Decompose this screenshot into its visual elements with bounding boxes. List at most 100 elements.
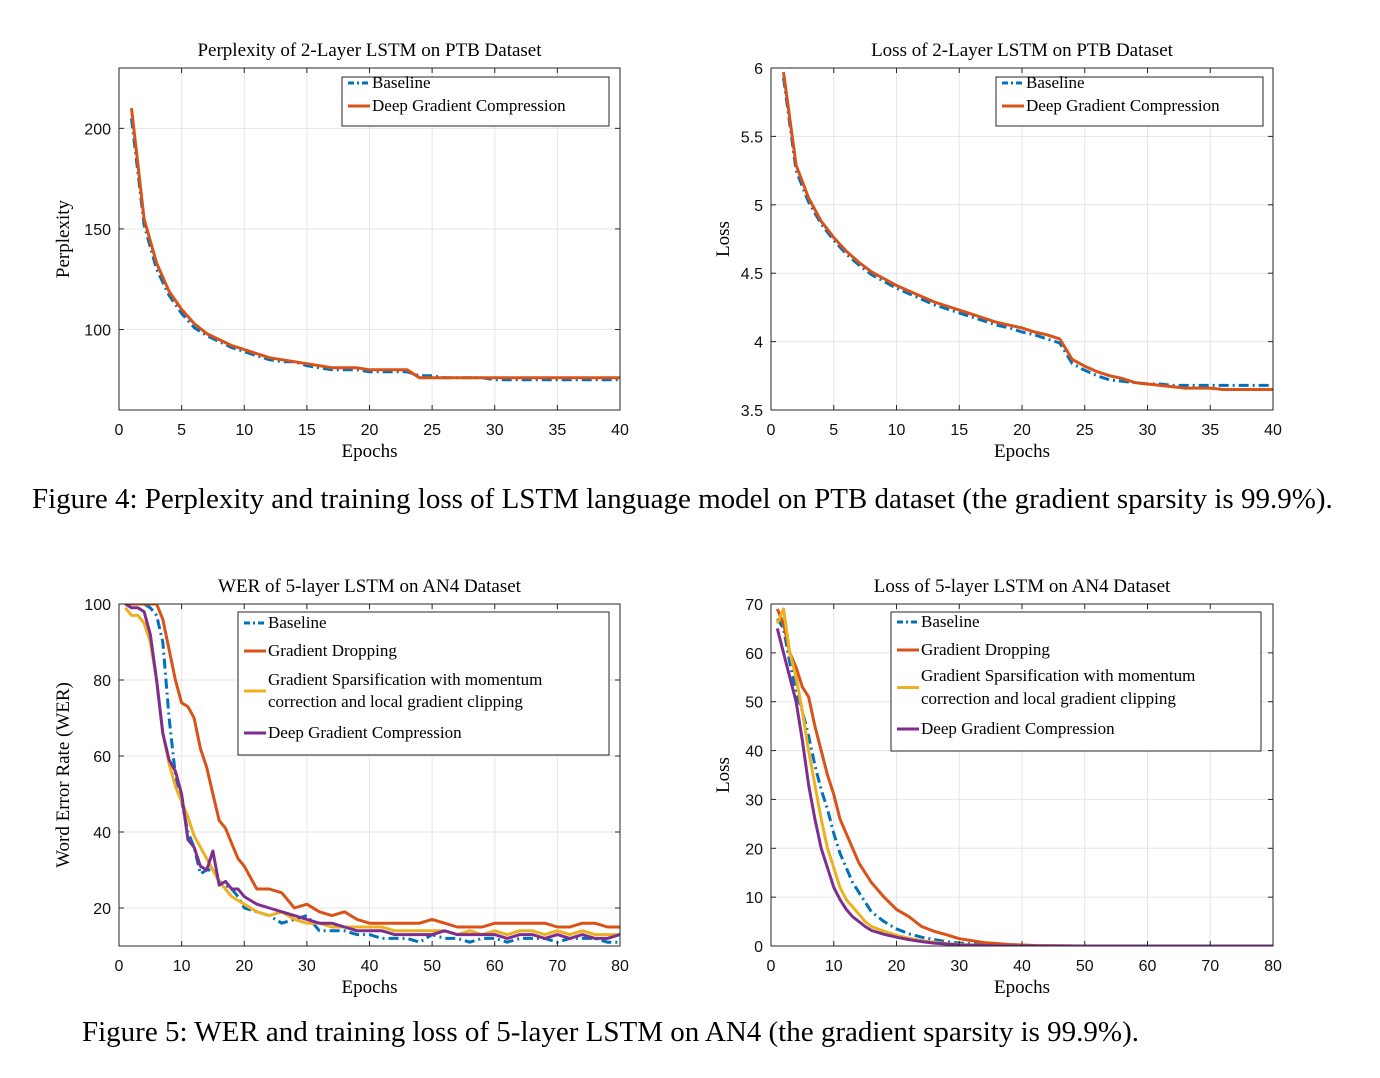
x-tick-label: 0	[115, 958, 124, 975]
legend-label-baseline: Baseline	[921, 612, 980, 631]
y-tick-label: 150	[84, 222, 111, 239]
series-line-gradient-sparsification-with-momentum-correction-and-local-gradient-clipping	[124, 606, 620, 937]
y-tick-label: 3.5	[741, 403, 763, 420]
chart-title: Perplexity of 2-Layer LSTM on PTB Datase…	[197, 40, 542, 61]
x-tick-label: 30	[950, 958, 968, 975]
legend-box	[890, 611, 1262, 752]
x-tick-label: 10	[825, 958, 843, 975]
legend-label-gradient-sparsification-with-momentum-correction-and-local-gradient-clipping-line2: correction and local gradient clipping	[268, 692, 523, 711]
legend-box	[237, 611, 610, 756]
x-tick-label: 30	[1139, 422, 1157, 439]
series-line-deep-gradient-compression	[775, 628, 1273, 946]
x-tick-label: 40	[1013, 958, 1031, 975]
legend-box	[995, 76, 1264, 127]
series-line-baseline	[776, 617, 1273, 946]
y-tick-label: 20	[745, 841, 763, 858]
y-tick-label: 60	[93, 749, 111, 766]
x-tick-label: 70	[548, 958, 566, 975]
x-tick-label: 25	[1076, 422, 1094, 439]
x-tick-label: 20	[235, 958, 253, 975]
x-tick-label: 10	[235, 422, 253, 439]
x-tick-label: 60	[1139, 958, 1157, 975]
figure-4-caption: Figure 4: Perplexity and training loss o…	[32, 483, 1333, 515]
chart-title: WER of 5-layer LSTM on AN4 Dataset	[218, 576, 522, 597]
y-tick-label: 100	[84, 597, 111, 614]
x-tick-label: 30	[298, 958, 316, 975]
legend-label-gradient-dropping: Gradient Dropping	[268, 641, 397, 660]
y-tick-label: 0	[754, 939, 763, 956]
y-tick-label: 50	[745, 695, 763, 712]
x-tick-label: 30	[486, 422, 504, 439]
x-tick-label: 0	[767, 958, 776, 975]
y-tick-label: 60	[745, 646, 763, 663]
y-tick-label: 70	[745, 597, 763, 614]
legend-label-deep-gradient-compression: Deep Gradient Compression	[1026, 96, 1220, 115]
legend-label-gradient-sparsification-with-momentum-correction-and-local-gradient-clipping-line2: correction and local gradient clipping	[921, 689, 1176, 708]
x-axis-label: Epochs	[994, 977, 1050, 998]
x-tick-label: 15	[950, 422, 968, 439]
y-tick-label: 80	[93, 673, 111, 690]
x-tick-label: 50	[423, 958, 441, 975]
chart-title: Loss of 2-Layer LSTM on PTB Dataset	[871, 40, 1174, 61]
legend-label-deep-gradient-compression: Deep Gradient Compression	[372, 96, 566, 115]
y-tick-label: 100	[84, 323, 111, 340]
x-tick-label: 40	[361, 958, 379, 975]
y-tick-label: 6	[754, 61, 763, 78]
series-line-deep-gradient-compression	[130, 108, 620, 380]
x-tick-label: 5	[829, 422, 838, 439]
legend-label-gradient-sparsification-with-momentum-correction-and-local-gradient-clipping-line1: Gradient Sparsification with momentum	[921, 666, 1195, 685]
legend-label-baseline: Baseline	[372, 73, 431, 92]
y-tick-label: 4	[754, 335, 763, 352]
legend: Baseline Gradient Dropping Gradient Sparsi…	[890, 611, 1262, 752]
series-line-deep-gradient-compression	[124, 604, 620, 940]
y-axis-label: Perplexity	[53, 199, 74, 278]
x-tick-label: 25	[423, 422, 441, 439]
legend-label-baseline: Baseline	[268, 613, 327, 632]
x-tick-label: 15	[298, 422, 316, 439]
y-tick-label: 40	[93, 825, 111, 842]
series-line-gradient-sparsification-with-momentum-correction-and-local-gradient-clipping	[775, 607, 1273, 946]
series-line-baseline	[130, 118, 620, 382]
x-tick-label: 20	[888, 958, 906, 975]
y-tick-label: 10	[745, 890, 763, 907]
series-group	[130, 108, 620, 382]
series-line-gradient-dropping	[125, 604, 620, 929]
x-tick-label: 50	[1076, 958, 1094, 975]
legend: Baseline Deep Gradient Compression	[341, 73, 610, 127]
x-tick-label: 40	[1264, 422, 1282, 439]
legend: Baseline Deep Gradient Compression	[995, 73, 1264, 127]
y-tick-label: 5	[754, 198, 763, 215]
x-tick-label: 60	[486, 958, 504, 975]
x-tick-label: 40	[611, 422, 629, 439]
x-tick-label: 35	[1201, 422, 1219, 439]
x-tick-label: 0	[115, 422, 124, 439]
x-tick-label: 10	[173, 958, 191, 975]
x-tick-label: 70	[1201, 958, 1219, 975]
legend-label-deep-gradient-compression: Deep Gradient Compression	[268, 723, 462, 742]
x-tick-label: 0	[767, 422, 776, 439]
y-tick-label: 40	[745, 744, 763, 761]
legend-label-gradient-sparsification-with-momentum-correction-and-local-gradient-clipping-line1: Gradient Sparsification with momentum	[268, 670, 542, 689]
y-tick-label: 20	[93, 901, 111, 918]
series-group	[775, 607, 1273, 946]
legend-box	[341, 76, 610, 127]
legend-label-baseline: Baseline	[1026, 73, 1085, 92]
series-line-deep-gradient-compression	[782, 71, 1273, 391]
y-tick-label: 5.5	[741, 129, 763, 146]
x-tick-label: 80	[611, 958, 629, 975]
x-tick-label: 5	[177, 422, 186, 439]
x-axis-label: Epochs	[342, 977, 398, 998]
legend-label-deep-gradient-compression: Deep Gradient Compression	[921, 719, 1115, 738]
x-tick-label: 20	[361, 422, 379, 439]
series-group	[124, 604, 620, 944]
x-axis-label: Epochs	[994, 441, 1050, 462]
x-axis-label: Epochs	[342, 441, 398, 462]
x-tick-label: 20	[1013, 422, 1031, 439]
chart-title: Loss of 5-layer LSTM on AN4 Dataset	[874, 576, 1171, 597]
x-tick-label: 10	[888, 422, 906, 439]
series-group	[782, 71, 1273, 391]
